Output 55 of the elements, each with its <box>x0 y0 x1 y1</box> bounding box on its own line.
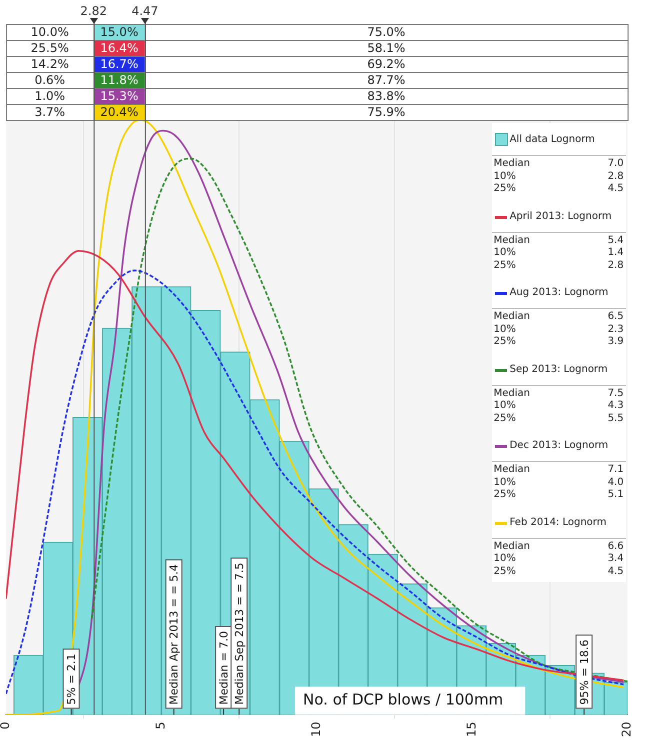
text: Median 7.1 <box>494 464 624 475</box>
text: 83.8% <box>367 89 406 104</box>
text: 58.1% <box>367 41 406 56</box>
x-tick-label: 20 <box>620 722 634 738</box>
text: 14.2% <box>30 57 69 72</box>
annotation: 5% = 2.1 <box>65 654 78 705</box>
text: 25% 5.5 <box>494 412 624 424</box>
text: 25% 3.9 <box>494 336 624 347</box>
text: 10% 2.8 <box>494 170 624 182</box>
text: 10% 4.3 <box>494 400 624 411</box>
text: 75.0% <box>367 25 406 40</box>
ref-line-label: 2.82 <box>80 4 108 18</box>
text: 10% 2.3 <box>494 324 624 334</box>
legend-label: All data Lognorm <box>510 133 595 146</box>
legend-label: April 2013: Lognorm <box>510 210 612 222</box>
text: 25% 4.5 <box>494 566 624 576</box>
text: Median 7.0 <box>494 158 624 169</box>
legend-label: Feb 2014: Lognorm <box>510 516 606 528</box>
text: 16.7% <box>100 57 138 72</box>
x-tick-label: 0 <box>0 722 12 730</box>
text: 0.6% <box>34 73 66 88</box>
text: 15.0% <box>100 25 138 40</box>
x-tick-label: 10 <box>308 722 323 738</box>
text: 10.0% <box>30 25 69 40</box>
text: Median 6.6 <box>494 540 624 552</box>
text: 10% 4.0 <box>494 476 624 488</box>
text: 11.8% <box>100 73 138 88</box>
text: 25% 2.8 <box>494 260 624 270</box>
annotation: Median Apr 2013 = = 5.4 <box>168 564 181 705</box>
text: 10% 1.4 <box>494 247 624 258</box>
x-axis-title: No. of DCP blows / 100mm <box>303 690 504 709</box>
text: 25.5% <box>30 41 69 56</box>
x-tick-label: 5 <box>154 722 168 730</box>
text: 16.4% <box>100 41 138 56</box>
text: 87.7% <box>367 73 406 88</box>
text: Median 7.5 <box>494 388 624 398</box>
ref-line-label: 4.47 <box>132 4 158 18</box>
text: 25% 4.5 <box>494 183 624 194</box>
legend-label: Dec 2013: Lognorm <box>510 439 608 452</box>
text: Median 5.4 <box>494 234 624 246</box>
text: 75.9% <box>367 105 406 120</box>
annotation: Median Sep 2013 = = 7.5 <box>232 562 246 705</box>
x-tick-label: 15 <box>464 722 478 738</box>
text: Median 6.5 <box>494 311 624 322</box>
text: 25% 5.1 <box>494 489 624 500</box>
text: 10% 3.4 <box>494 553 624 564</box>
text: 3.7% <box>34 105 66 120</box>
text: 69.2% <box>367 57 406 72</box>
legend-label: Sep 2013: Lognorm <box>510 362 608 376</box>
annotation: 95% = 18.6 <box>578 640 591 705</box>
annotation: Median = 7.0 <box>217 631 230 705</box>
text: 20.4% <box>100 105 138 120</box>
text: 1.0% <box>34 89 66 104</box>
text: 15.3% <box>100 89 138 104</box>
legend-label: Aug 2013: Lognorm <box>510 286 608 299</box>
